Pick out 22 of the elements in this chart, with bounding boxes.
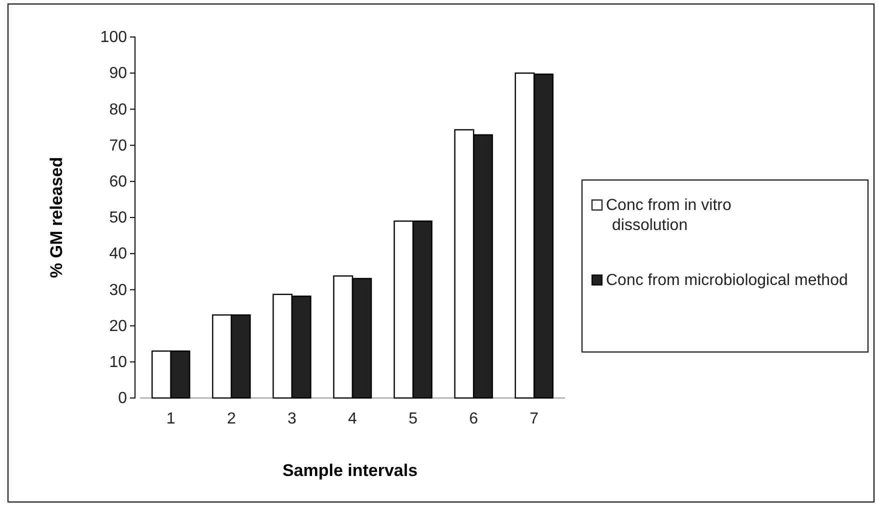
y-tick-label: 30 — [109, 282, 128, 299]
y-tick-label: 20 — [109, 318, 128, 335]
x-tick-label: 1 — [166, 410, 176, 428]
y-tick-label: 0 — [118, 390, 128, 408]
x-tick-label: 6 — [469, 410, 478, 428]
x-tick-label: 4 — [348, 410, 358, 428]
y-tick-label: 70 — [109, 137, 128, 154]
y-tick-label: 10 — [109, 354, 128, 372]
y-tick-label: 60 — [109, 174, 128, 191]
x-tick-label: 7 — [530, 410, 539, 428]
y-axis-title: % GM released — [47, 157, 66, 278]
x-tick-label: 2 — [226, 410, 236, 428]
y-tick-label: 90 — [109, 65, 128, 82]
x-tick-label: 3 — [288, 410, 297, 428]
y-tick-label: 50 — [109, 210, 128, 227]
legend-label: Conc from microbiological method — [606, 272, 848, 289]
y-tick-label: 100 — [100, 29, 128, 46]
legend-label: Conc from in vitro dissolution — [606, 197, 732, 234]
x-axis-title: Sample intervals — [282, 461, 418, 480]
y-tick-label: 80 — [109, 101, 128, 118]
x-tick-label: 5 — [408, 410, 418, 428]
y-tick-label: 40 — [109, 246, 128, 263]
